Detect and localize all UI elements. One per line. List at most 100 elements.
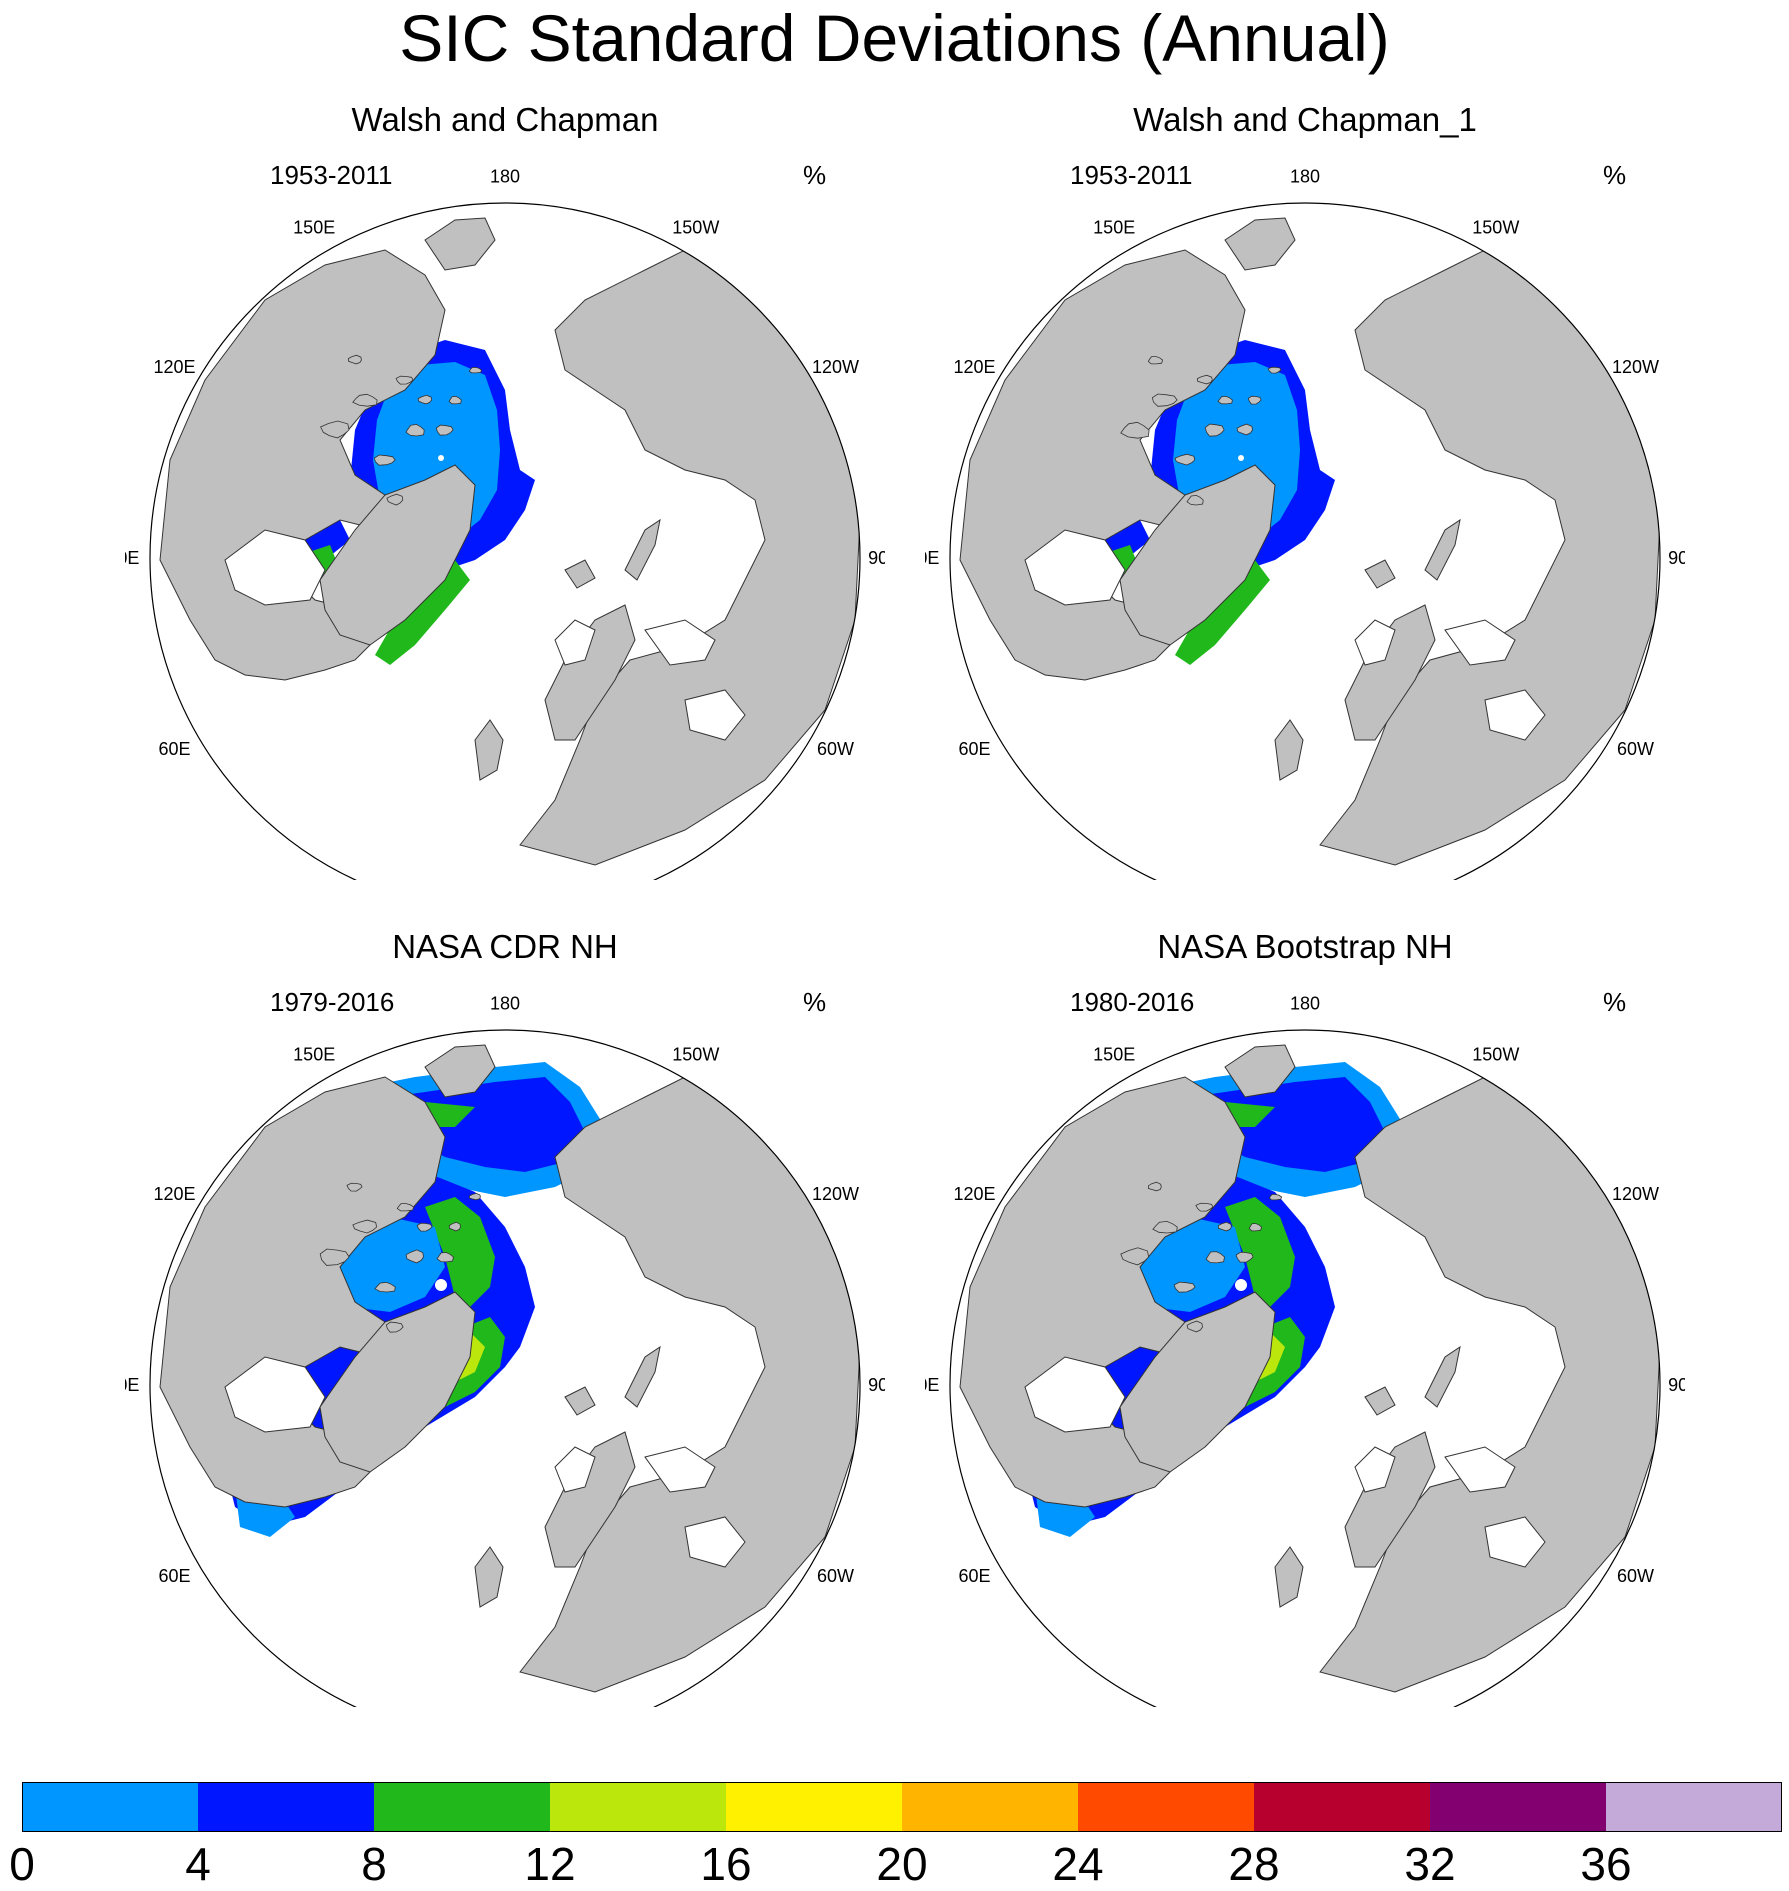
inland-sea bbox=[1484, 689, 1546, 741]
island bbox=[1186, 494, 1204, 506]
panel-title: Walsh and Chapman bbox=[351, 101, 659, 138]
colorbar-swatches bbox=[22, 1782, 1782, 1832]
lon-label: 90W bbox=[868, 548, 885, 568]
map-panel-walsh1: Walsh and Chapman_1 1953-2011 % 180 150E 1… bbox=[925, 100, 1685, 880]
panel-title: Walsh and Chapman_1 bbox=[1133, 101, 1477, 138]
colorbar-swatch bbox=[1078, 1782, 1255, 1832]
lon-label: 180 bbox=[490, 166, 520, 186]
inland-sea bbox=[684, 1516, 746, 1568]
panel-unit: % bbox=[803, 987, 827, 1017]
colorbar-labels: 0 4 8 12 16 20 24 28 32 36 bbox=[0, 1838, 1789, 1891]
pole-hole bbox=[435, 1279, 447, 1291]
island bbox=[1248, 1223, 1262, 1232]
panel-title: NASA CDR NH bbox=[392, 928, 618, 965]
island bbox=[1147, 1181, 1162, 1192]
colorbar-tick-label: 24 bbox=[1052, 1838, 1104, 1890]
map-border bbox=[149, 202, 861, 880]
inland-sea bbox=[224, 1356, 326, 1433]
island bbox=[1267, 366, 1282, 374]
lon-label: 30W bbox=[1477, 1706, 1514, 1708]
island bbox=[1217, 1221, 1232, 1232]
island bbox=[373, 454, 396, 466]
lon-label: 150E bbox=[1093, 1045, 1135, 1065]
island bbox=[405, 1249, 424, 1264]
island bbox=[1152, 1220, 1178, 1234]
colorbar-swatch bbox=[902, 1782, 1079, 1832]
ice-std-region bbox=[1225, 1197, 1295, 1307]
colorbar-swatch bbox=[1254, 1782, 1431, 1832]
lon-label: 90E bbox=[925, 548, 939, 568]
polar-map: 180150E120E90E60E30E030W60W90W120W150W bbox=[125, 993, 885, 1707]
panel-title: NASA Bootstrap NH bbox=[1157, 928, 1453, 965]
land-mass bbox=[319, 464, 476, 646]
inland-sea bbox=[1444, 619, 1516, 666]
island bbox=[405, 423, 425, 437]
colorbar-tick-label: 8 bbox=[361, 1838, 387, 1890]
island bbox=[1195, 1202, 1214, 1212]
inland-sea bbox=[644, 1446, 716, 1493]
island bbox=[347, 354, 362, 365]
island bbox=[1186, 1320, 1203, 1333]
land-mass bbox=[424, 1044, 496, 1098]
inland-sea bbox=[1444, 1446, 1516, 1493]
island bbox=[1120, 1247, 1150, 1266]
island bbox=[468, 366, 482, 374]
lon-label: 150E bbox=[1093, 218, 1135, 238]
inland-sea bbox=[1024, 529, 1126, 606]
island bbox=[1235, 1251, 1254, 1263]
lon-label: 120E bbox=[153, 357, 195, 377]
land-mass bbox=[1224, 217, 1296, 271]
lon-label: 90E bbox=[125, 548, 139, 568]
land-mass bbox=[424, 217, 496, 271]
map-border bbox=[949, 202, 1661, 880]
island bbox=[319, 1248, 350, 1266]
pole-hole bbox=[1235, 1279, 1247, 1291]
land-mass bbox=[1224, 1044, 1296, 1098]
map-panel-walsh: Walsh and Chapman 1953-2011 % 180 150E 120… bbox=[125, 100, 885, 880]
lon-label: 180 bbox=[1290, 166, 1320, 186]
land-mass bbox=[474, 719, 504, 781]
lon-label: 120W bbox=[812, 1184, 859, 1204]
island bbox=[385, 1321, 404, 1333]
island bbox=[416, 1222, 433, 1232]
island bbox=[374, 1281, 396, 1293]
island bbox=[346, 1182, 363, 1192]
island bbox=[436, 1252, 454, 1263]
island bbox=[1196, 374, 1213, 385]
land-mass bbox=[1274, 1546, 1304, 1608]
inland-sea bbox=[554, 619, 596, 666]
lon-label: 30E bbox=[1098, 1706, 1130, 1708]
colorbar bbox=[22, 1782, 1782, 1832]
polar-map: 180150E120E90E60E30E030W60W90W120W150W bbox=[925, 166, 1685, 880]
land-mass bbox=[624, 1345, 661, 1408]
land-mass bbox=[474, 1546, 504, 1608]
island bbox=[395, 375, 414, 385]
lon-label: 60E bbox=[958, 1566, 990, 1586]
inland-sea bbox=[1484, 1516, 1546, 1568]
panel-unit: % bbox=[803, 160, 827, 190]
lon-label: 120W bbox=[1612, 1184, 1659, 1204]
island bbox=[1173, 1281, 1196, 1293]
lon-label: 120E bbox=[953, 1184, 995, 1204]
panel-period: 1953-2011 bbox=[1070, 160, 1193, 190]
lon-label: 60E bbox=[158, 739, 190, 759]
island bbox=[1217, 395, 1233, 405]
lon-label: 120W bbox=[812, 357, 859, 377]
lon-label: 90W bbox=[1668, 548, 1685, 568]
island bbox=[1205, 1251, 1225, 1264]
panel-period: 1980-2016 bbox=[1070, 987, 1195, 1017]
colorbar-swatch bbox=[1606, 1782, 1782, 1832]
colorbar-swatch bbox=[22, 1782, 199, 1832]
lon-label: 90E bbox=[125, 1375, 139, 1395]
island bbox=[1147, 356, 1164, 365]
lon-label: 60E bbox=[158, 1566, 190, 1586]
panel-unit: % bbox=[1603, 160, 1627, 190]
lon-label: 150E bbox=[293, 1045, 335, 1065]
island bbox=[1236, 423, 1253, 436]
ice-std-region bbox=[375, 560, 470, 665]
colorbar-swatch bbox=[726, 1782, 903, 1832]
lon-label: 60W bbox=[817, 1566, 854, 1586]
land-mass bbox=[319, 1291, 476, 1473]
colorbar-swatch bbox=[198, 1782, 375, 1832]
inland-sea bbox=[1354, 1446, 1396, 1493]
